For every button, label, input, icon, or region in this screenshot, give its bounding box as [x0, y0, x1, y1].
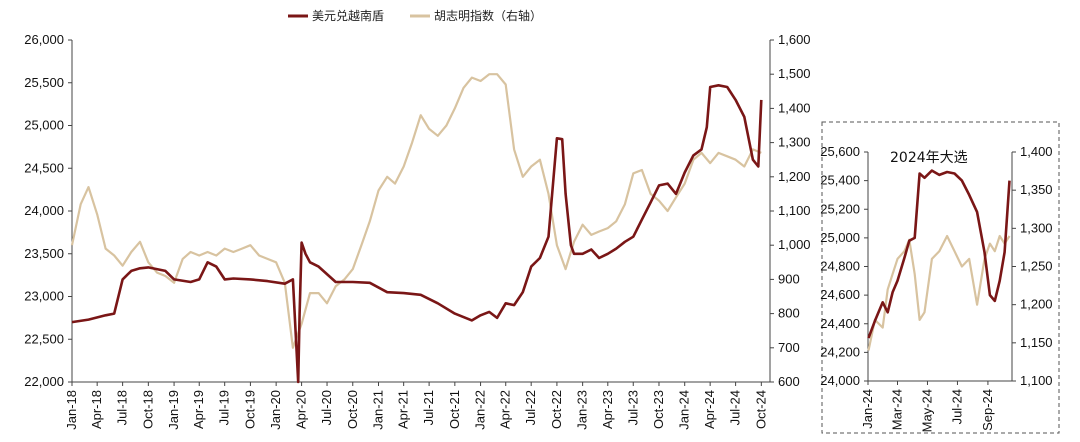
- main-y-right-tick-label: 800: [778, 306, 800, 321]
- main-y-right-tick-label: 1,100: [778, 203, 811, 218]
- main-y-left-tick-label: 23,500: [24, 246, 64, 261]
- inset-series: [867, 169, 1011, 351]
- main-y-right-tick-label: 1,300: [778, 135, 811, 150]
- main-y-left-tick-label: 23,000: [24, 289, 64, 304]
- main-x-tick-label: Oct-22: [549, 390, 564, 429]
- legend-label-vnindex: 胡志明指数（右轴）: [434, 8, 542, 23]
- main-series-usd-vnd-line: [71, 84, 763, 384]
- main-y-left-tick-label: 22,000: [24, 374, 64, 389]
- main-x-tick-label: Jan-18: [64, 390, 79, 430]
- inset-y-right-tick-label: 1,100: [1020, 373, 1053, 388]
- main-y-left-tick-label: 24,500: [24, 160, 64, 175]
- main-x-tick-label: Jan-21: [370, 390, 385, 430]
- main-x-tick-label: Jul-20: [319, 390, 334, 425]
- inset-y-right-tick-label: 1,250: [1020, 259, 1053, 274]
- main-x-tick-label: Jan-24: [677, 390, 692, 430]
- inset-x-tick-label: Mar-24: [889, 389, 904, 430]
- main-x-tick-label: Oct-18: [140, 390, 155, 429]
- main-x-tick-label: Oct-24: [753, 390, 768, 429]
- main-y-right-tick-label: 900: [778, 271, 800, 286]
- main-y-left-ticks: 22,000 22,500 23,000 23,500 24,000 24,500 25,0…: [24, 32, 72, 389]
- main-x-tick-label: Oct-20: [345, 390, 360, 429]
- legend: 美元兑越南盾 胡志明指数（右轴）: [288, 8, 542, 23]
- main-x-tick-label: Apr-18: [89, 390, 104, 429]
- main-y-left-tick-label: 24,000: [24, 203, 64, 218]
- inset-x-tick-label: Jan-24: [860, 389, 875, 429]
- inset-y-left-tick-label: 24,200: [820, 344, 860, 359]
- inset-y-left-tick-label: 24,400: [820, 316, 860, 331]
- inset-y-left-tick-label: 24,800: [820, 259, 860, 274]
- inset-y-left-tick-label: 25,600: [820, 144, 860, 159]
- main-x-tick-label: Jul-19: [217, 390, 232, 425]
- main-x-tick-label: Oct-23: [651, 390, 666, 429]
- inset-y-right-ticks: 1,100 1,150 1,200 1,250 1,300 1,350 1,400: [1012, 144, 1053, 388]
- inset-series-usd-vnd-line: [867, 169, 1011, 339]
- inset-y-left-tick-label: 25,200: [820, 201, 860, 216]
- inset-y-left-tick-label: 24,000: [820, 373, 860, 388]
- inset-y-right-tick-label: 1,150: [1020, 335, 1053, 350]
- main-x-tick-label: Apr-21: [396, 390, 411, 429]
- main-x-tick-label: Oct-19: [242, 390, 257, 429]
- main-y-right-tick-label: 600: [778, 374, 800, 389]
- main-x-tick-label: Apr-22: [498, 390, 513, 429]
- legend-label-vnd: 美元兑越南盾: [312, 8, 384, 23]
- main-x-tick-label: Jul-23: [625, 390, 640, 425]
- main-y-right-tick-label: 1,600: [778, 32, 811, 47]
- main-x-tick-label: Jul-24: [728, 390, 743, 425]
- inset-x-tick-label: May-24: [919, 389, 934, 432]
- main-x-tick-label: Apr-23: [600, 390, 615, 429]
- main-y-right-tick-label: 1,000: [778, 237, 811, 252]
- inset-x-tick-label: Jul-24: [949, 389, 964, 424]
- inset-y-left-tick-label: 24,600: [820, 287, 860, 302]
- main-x-tick-label: Jan-20: [268, 390, 283, 430]
- inset-x-tick-label: Sep-24: [980, 389, 995, 431]
- main-x-ticks: Jan-18 Apr-18 Jul-18 Oct-18 Jan-19 Apr-19 Jul-…: [64, 382, 768, 430]
- main-y-left-tick-label: 22,500: [24, 331, 64, 346]
- main-x-tick-label: Jul-18: [115, 390, 130, 425]
- inset-y-right-tick-label: 1,400: [1020, 144, 1053, 159]
- main-y-right-tick-label: 1,400: [778, 100, 811, 115]
- main-x-tick-label: Jul-21: [421, 390, 436, 425]
- main-x-tick-label: Apr-20: [294, 390, 309, 429]
- main-y-right-tick-label: 1,500: [778, 66, 811, 81]
- main-x-tick-label: Jan-22: [473, 390, 488, 430]
- main-x-tick-label: Jan-19: [166, 390, 181, 430]
- main-y-right-tick-label: 1,200: [778, 169, 811, 184]
- inset-y-left-tick-label: 25,400: [820, 173, 860, 188]
- main-x-tick-label: Apr-24: [702, 390, 717, 429]
- main-y-left-tick-label: 25,500: [24, 75, 64, 90]
- inset-frame: [821, 121, 1060, 434]
- inset-y-right-tick-label: 1,350: [1020, 182, 1053, 197]
- inset-series-vnindex-line: [867, 234, 1011, 351]
- main-series: [70, 73, 763, 384]
- main-y-left-tick-label: 25,000: [24, 118, 64, 133]
- inset-y-right-tick-label: 1,200: [1020, 297, 1053, 312]
- inset-y-left-tick-label: 25,000: [820, 230, 860, 245]
- inset-y-right-tick-label: 1,300: [1020, 220, 1053, 235]
- main-x-tick-label: Oct-21: [447, 390, 462, 429]
- main-y-right-ticks: 600 700 800 900 1,000 1,100 1,200 1,300 1,400 1,5…: [770, 32, 811, 389]
- main-y-left-tick-label: 26,000: [24, 32, 64, 47]
- main-x-tick-label: Apr-19: [191, 390, 206, 429]
- inset-y-left-ticks: 24,000 24,200 24,400 24,600 24,800 25,000 25,2…: [820, 144, 868, 388]
- inset-title: 2024年大选: [890, 150, 968, 166]
- main-series-vnindex-line: [70, 73, 762, 349]
- main-x-tick-label: Jul-22: [523, 390, 538, 425]
- main-x-tick-label: Jan-23: [575, 390, 590, 430]
- inset-x-ticks: Jan-24 Mar-24 May-24 Jul-24 Sep-24: [860, 381, 995, 432]
- main-y-right-tick-label: 700: [778, 340, 800, 355]
